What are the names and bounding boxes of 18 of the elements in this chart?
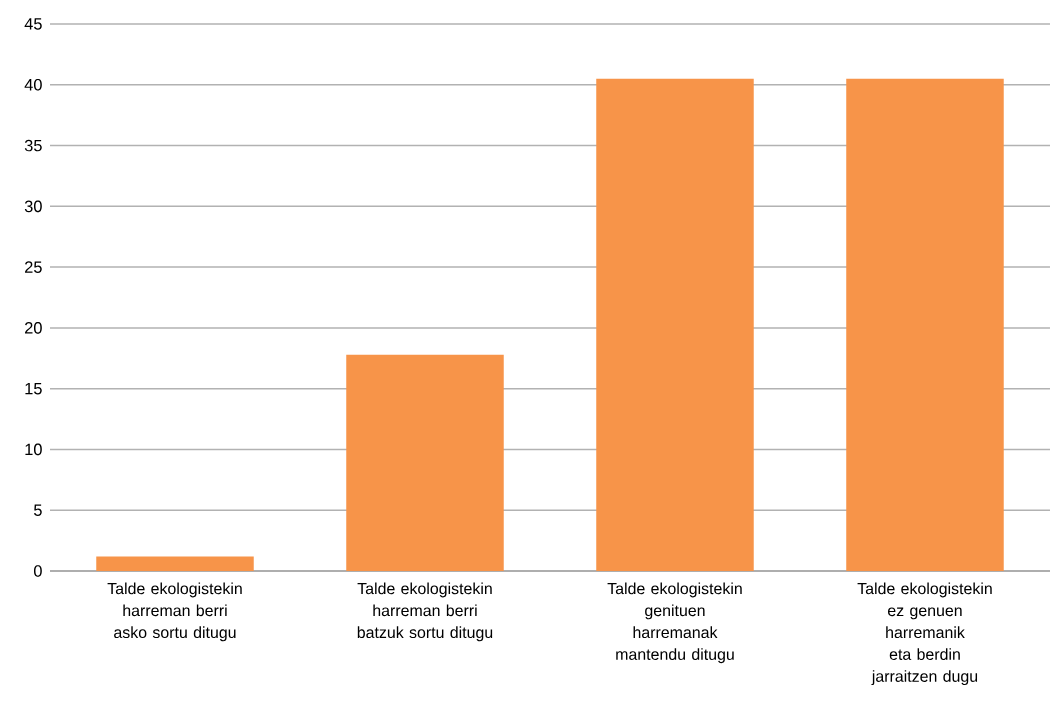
- x-tick-label: Talde ekologistekin ez genuen harremanik eta berdin jarraitzen dugu: [857, 582, 992, 686]
- x-tick-label: Talde ekologistekin genituen harremanak mantendu ditugu: [607, 582, 742, 664]
- bar: [346, 354, 504, 571]
- y-tick-label: 35: [24, 139, 42, 152]
- y-tick-label: 20: [25, 322, 42, 334]
- y-tick-label: 10: [25, 443, 42, 456]
- y-tick-label: 45: [24, 18, 42, 30]
- x-tick-label: Talde ekologistekin harreman berri asko sortu ditugu: [107, 582, 242, 642]
- y-tick-label: 40: [24, 78, 42, 91]
- bar: [96, 556, 254, 571]
- y-tick-label: 0: [33, 565, 42, 577]
- bar: [846, 78, 1004, 571]
- y-tick-label: 25: [25, 261, 42, 273]
- y-tick-label: 15: [25, 382, 42, 395]
- bar: [596, 78, 754, 571]
- y-tick-label: 5: [33, 504, 42, 516]
- x-tick-label: Talde ekologistekin harreman berri batzuk sortu ditugu: [357, 582, 493, 642]
- y-tick-label: 30: [24, 200, 42, 213]
